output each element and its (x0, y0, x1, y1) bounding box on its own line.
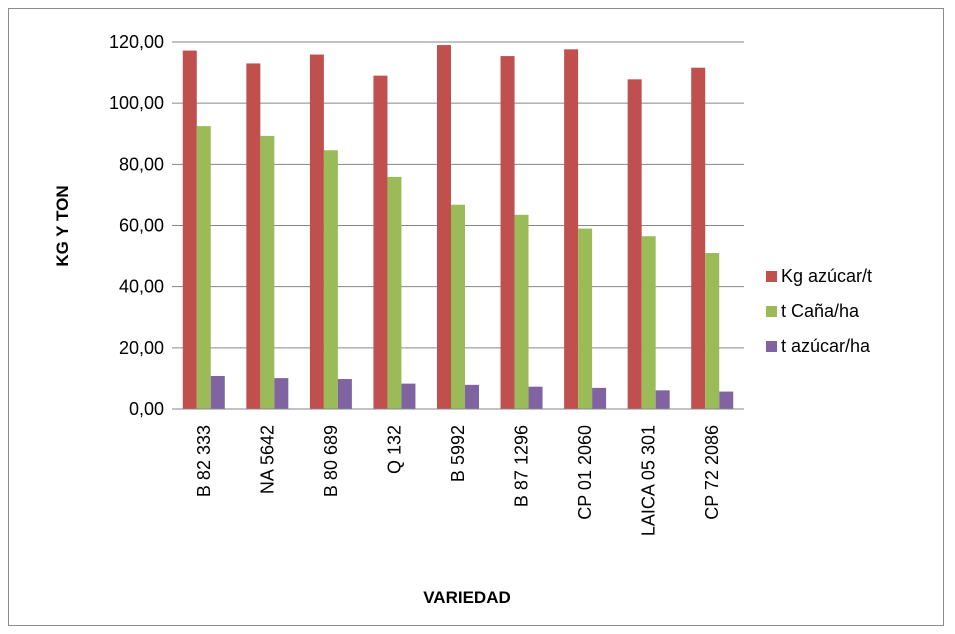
bar (627, 79, 642, 409)
bar (655, 390, 670, 409)
bar (465, 384, 479, 409)
y-tick-labels: 0,00 20,00 40,00 60,00 80,00 100,00 120,00 (109, 32, 164, 419)
bar (592, 387, 607, 409)
bar (196, 126, 211, 410)
legend-swatch (766, 341, 777, 352)
bar (437, 45, 451, 409)
x-tick-label: B 82 333 (194, 425, 214, 497)
bar (309, 54, 324, 410)
x-tick-label: Q 132 (384, 425, 404, 474)
x-tick-label: CP 72 2086 (702, 425, 722, 520)
x-tick-label: NA 5642 (257, 425, 277, 494)
legend-label: t Caña/ha (781, 301, 860, 321)
y-tick-label: 0,00 (129, 399, 164, 419)
bar (260, 135, 275, 409)
x-tick-label: LAICA 05 301 (639, 425, 659, 536)
bar (401, 383, 416, 409)
bar (528, 386, 543, 409)
bar (564, 49, 579, 410)
bar (500, 56, 515, 410)
bars (182, 45, 734, 410)
bar (578, 228, 593, 409)
x-tick-label: B 80 689 (321, 425, 341, 497)
x-tick-label: B 87 1296 (512, 425, 532, 507)
legend-label: t azúcar/ha (781, 336, 871, 356)
bar (451, 204, 465, 409)
bar (337, 379, 352, 409)
bar (373, 75, 388, 410)
bar (246, 63, 261, 410)
x-tick-label: CP 01 2060 (575, 425, 595, 520)
x-tick-label: B 5992 (448, 425, 468, 482)
bar (719, 391, 734, 409)
bar (691, 67, 706, 409)
legend-label: Kg azúcar/t (781, 266, 872, 286)
bar (387, 176, 402, 409)
bar (705, 253, 720, 409)
x-axis-title: VARIEDAD (423, 588, 511, 607)
bar (182, 50, 197, 410)
legend-swatch (766, 306, 777, 317)
bar (514, 214, 529, 409)
y-tick-label: 20,00 (119, 338, 164, 358)
y-tick-label: 120,00 (109, 32, 164, 52)
legend-swatch (766, 271, 777, 282)
y-tick-label: 80,00 (119, 154, 164, 174)
legend: Kg azúcar/t t Caña/ha t azúcar/ha (766, 266, 872, 356)
y-tick-label: 40,00 (119, 277, 164, 297)
x-tick-labels: B 82 333 NA 5642 B 80 689 Q 132 B 5992 B 87 1… (194, 425, 722, 536)
bar (323, 150, 338, 409)
bar (641, 236, 656, 409)
y-axis-title: KG Y TON (53, 185, 72, 266)
y-tick-label: 60,00 (119, 216, 164, 236)
bar (274, 378, 289, 409)
y-tick-label: 100,00 (109, 93, 164, 113)
chart-frame (8, 8, 944, 626)
bar (210, 375, 225, 409)
